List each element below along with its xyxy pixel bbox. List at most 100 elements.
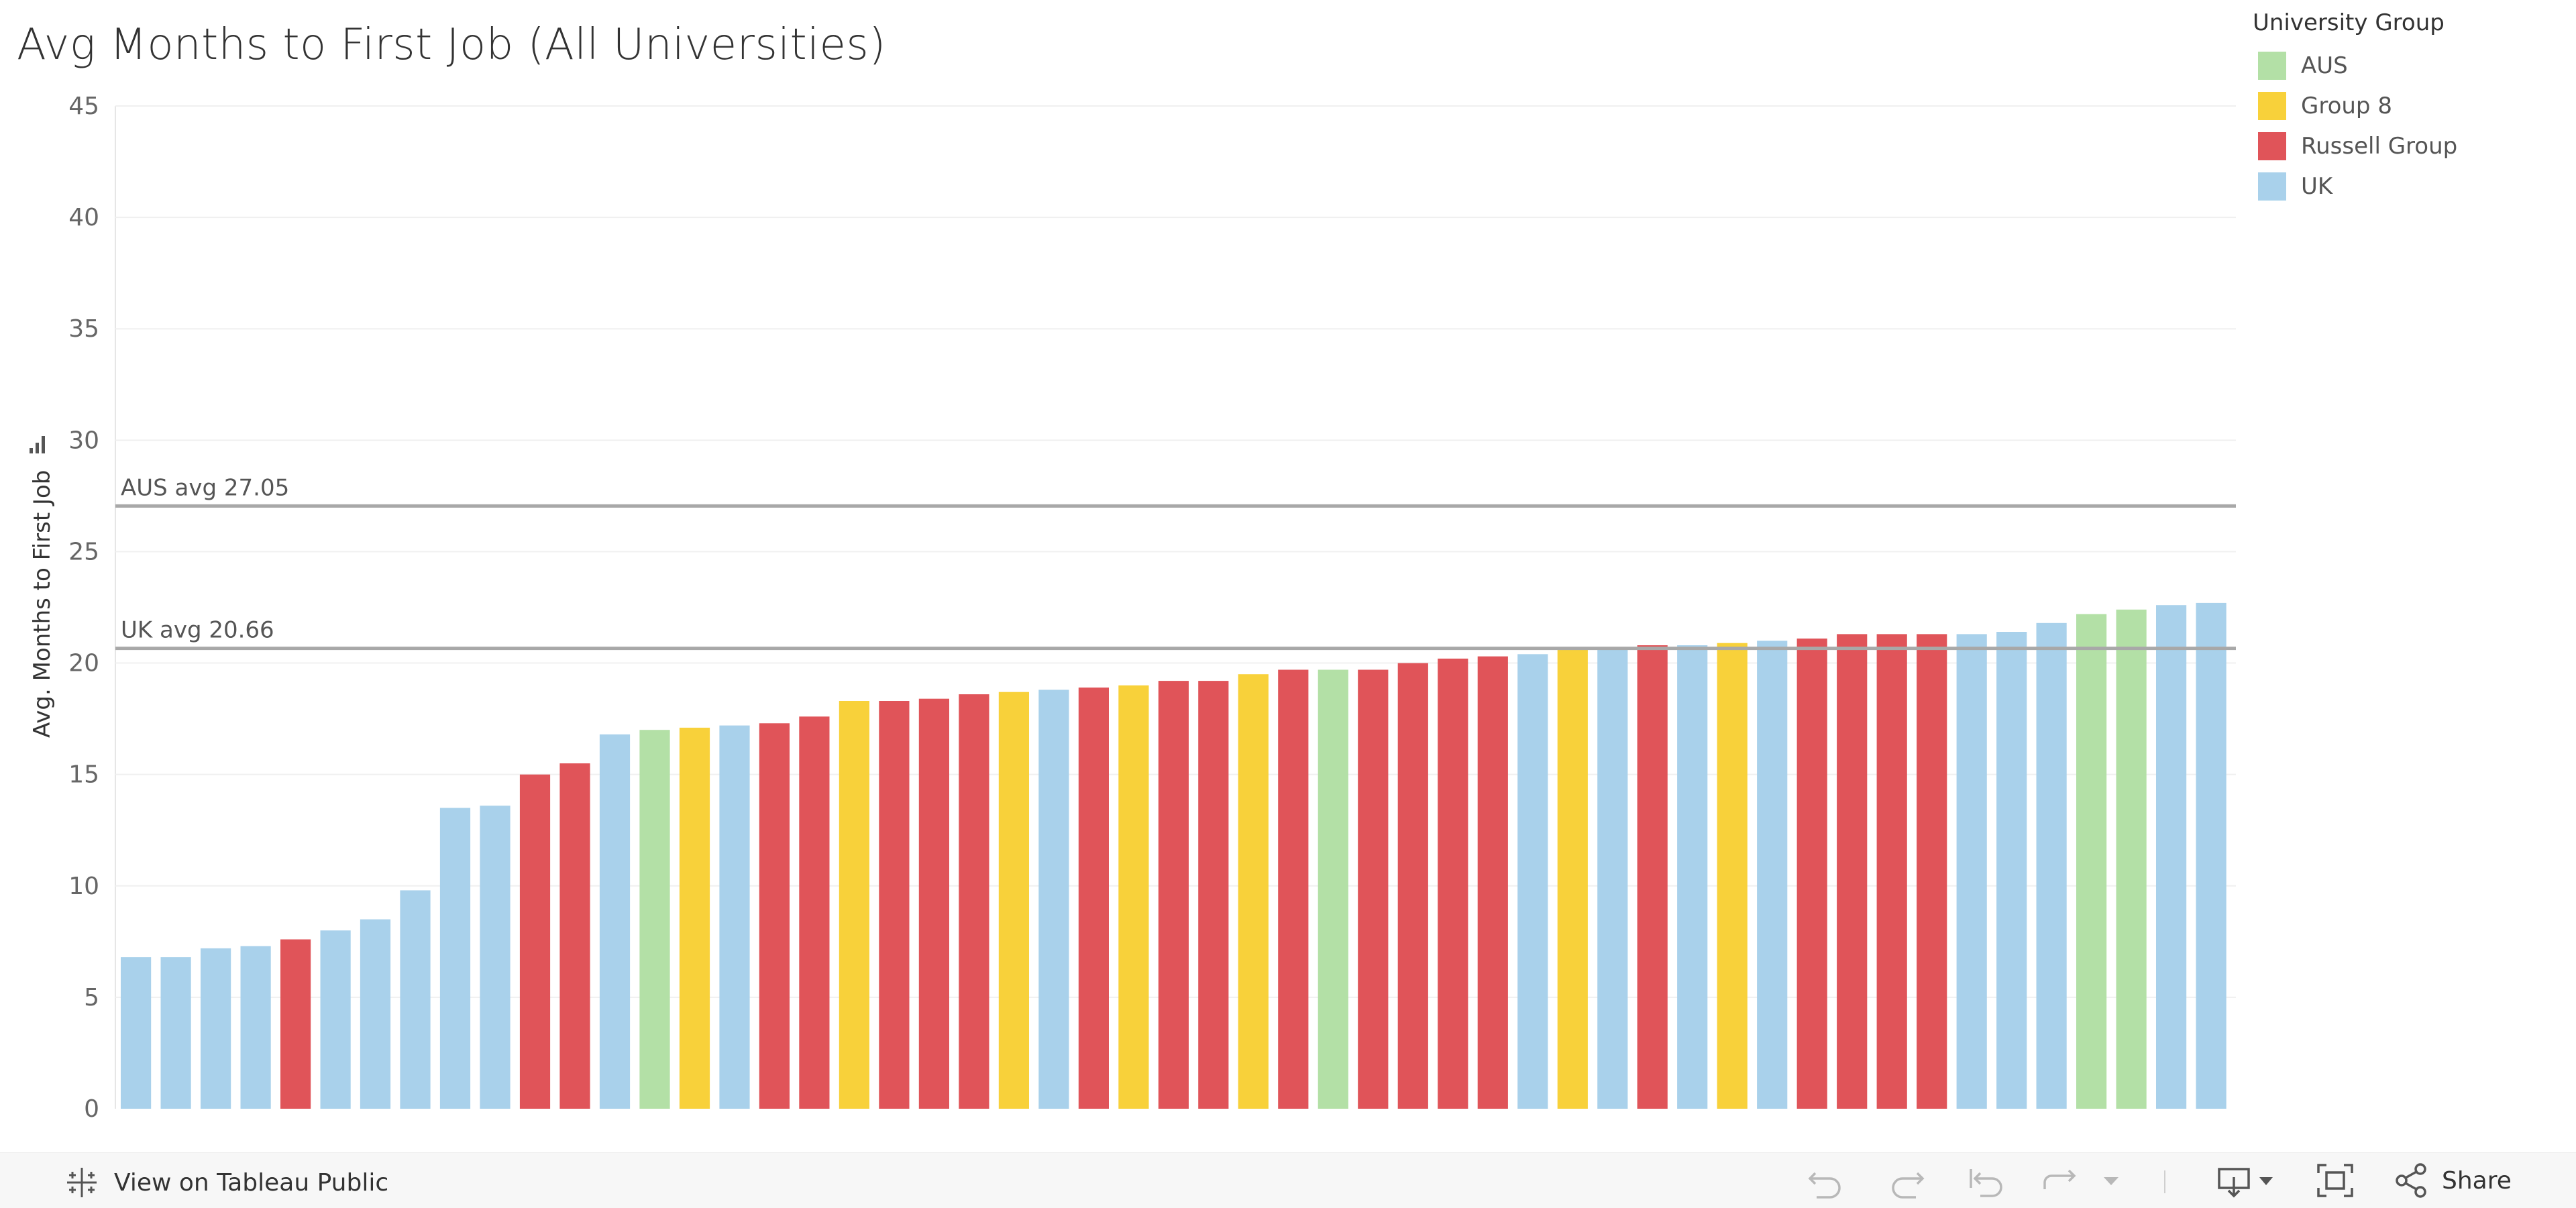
bar[interactable] [1757,641,1788,1109]
bar[interactable] [1438,658,1468,1109]
bar[interactable] [1517,654,1548,1109]
y-axis-ticks: 0 5 10 15 20 25 30 35 40 45 [68,93,99,1123]
legend-swatch [2258,172,2286,201]
view-on-tableau-public-label: View on Tableau Public [114,1168,389,1197]
bar[interactable] [121,957,152,1109]
bar[interactable] [1717,643,1748,1109]
redo-button[interactable] [1886,1162,1927,1199]
bar[interactable] [679,727,710,1109]
bar[interactable] [1796,639,1827,1109]
legend-title: University Group [2253,9,2445,36]
redo-icon [1892,1172,1925,1199]
y-tick-label: 35 [68,315,99,343]
y-axis-icon[interactable] [30,436,45,453]
bar[interactable] [879,701,910,1109]
bar[interactable] [1837,634,1868,1109]
bar[interactable] [599,734,631,1109]
bar[interactable] [1677,645,1708,1109]
bar[interactable] [439,808,471,1109]
bar[interactable] [1477,656,1508,1109]
bar[interactable] [2036,622,2067,1109]
bar[interactable] [1956,634,1987,1109]
share-button[interactable]: Share [2395,1162,2512,1199]
legend: University Group AUS Group 8 Russell Gro… [2253,9,2561,207]
reference-line-label: AUS avg 27.05 [121,474,289,501]
bar[interactable] [2116,609,2147,1109]
bar[interactable] [998,692,1029,1109]
view-on-tableau-public-link[interactable]: View on Tableau Public [64,1165,388,1200]
legend-item-group-8[interactable]: Group 8 [2253,86,2561,126]
bar[interactable] [1876,634,1907,1109]
legend-item-russell-group[interactable]: Russell Group [2253,126,2561,166]
refresh-icon [2043,1169,2076,1189]
bar[interactable] [1078,688,1109,1109]
bar[interactable] [480,806,511,1109]
download-icon [2218,1168,2273,1198]
fullscreen-icon [2317,1164,2353,1197]
legend-label: Russell Group [2301,133,2458,160]
bar[interactable] [240,946,271,1109]
y-tick-label: 0 [84,1095,99,1123]
legend-label: Group 8 [2301,93,2392,119]
download-button[interactable] [2214,1162,2278,1199]
bar[interactable] [639,730,670,1109]
dropdown-icon [2104,1177,2118,1185]
y-tick-label: 40 [68,204,99,231]
y-tick-label: 5 [84,984,99,1011]
revert-icon [1970,1169,2002,1197]
bar[interactable] [1637,645,1668,1109]
bar[interactable] [959,694,989,1109]
bar[interactable] [918,698,949,1109]
legend-items: AUS Group 8 Russell Group UK [2253,46,2561,207]
bar[interactable] [1597,647,1628,1109]
legend-item-aus[interactable]: AUS [2253,46,2561,86]
bar[interactable] [1198,681,1229,1109]
y-tick-label: 20 [68,650,99,677]
undo-button[interactable] [1806,1162,1846,1199]
undo-icon [1808,1172,1841,1199]
bar[interactable] [320,930,351,1109]
bar[interactable] [1397,663,1428,1109]
y-tick-label: 10 [68,873,99,900]
bar[interactable] [1278,669,1309,1109]
bar[interactable] [1158,681,1189,1109]
y-tick-label: 45 [68,93,99,120]
toolbar-divider [2164,1170,2165,1193]
legend-swatch [2258,132,2286,160]
revert-button[interactable] [1967,1162,2007,1199]
bar[interactable] [400,890,431,1109]
bars [121,602,2226,1109]
bar[interactable] [2156,605,2187,1109]
legend-item-uk[interactable]: UK [2253,166,2561,207]
bar[interactable] [201,948,231,1109]
legend-swatch [2258,52,2286,80]
bar[interactable] [2076,614,2107,1109]
bar[interactable] [1118,685,1149,1109]
bar[interactable] [280,939,311,1109]
refresh-button[interactable] [2041,1162,2082,1199]
bar[interactable] [2196,602,2226,1109]
bar[interactable] [1557,649,1588,1109]
legend-label: AUS [2301,52,2348,79]
tableau-toolbar: View on Tableau Public [0,1152,2576,1208]
fullscreen-button[interactable] [2316,1162,2355,1199]
bar-chart: 0 5 10 15 20 25 30 35 40 45 AUS avg 27.05 UK avg 2… [29,93,2236,1123]
bar[interactable] [519,774,551,1109]
bar[interactable] [360,919,391,1109]
bar[interactable] [1996,632,2027,1109]
reference-line-label: UK avg 20.66 [121,617,274,644]
bar[interactable] [839,701,869,1109]
bar[interactable] [1238,674,1269,1109]
bar[interactable] [1917,634,1947,1109]
bar[interactable] [1358,669,1389,1109]
chart-title: Avg Months to First Job (All Universitie… [17,20,886,70]
bar[interactable] [160,957,191,1109]
bar[interactable] [719,725,750,1109]
bar[interactable] [1318,669,1348,1109]
bar[interactable] [1038,690,1069,1109]
bar[interactable] [559,763,590,1109]
bar[interactable] [799,716,830,1109]
y-tick-label: 15 [68,761,99,789]
refresh-dropdown-button[interactable] [2101,1162,2121,1199]
bar[interactable] [759,723,790,1109]
